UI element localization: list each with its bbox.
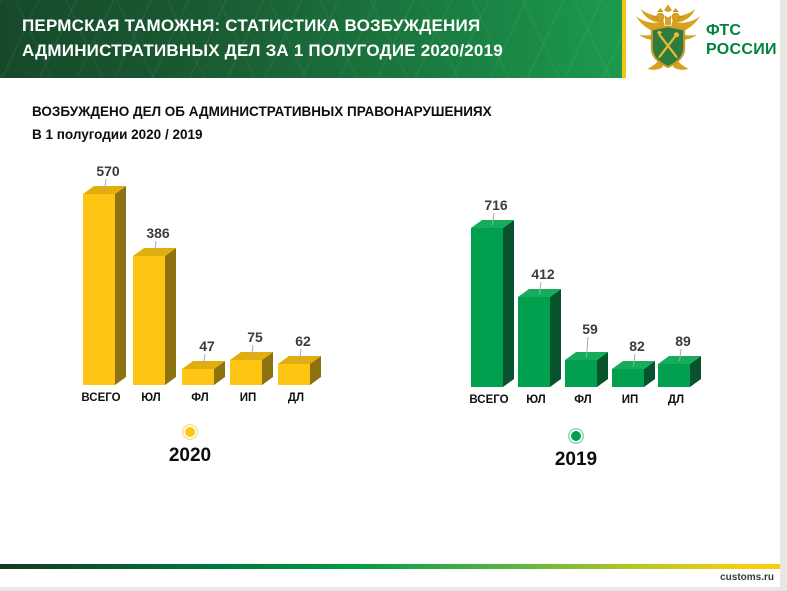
footer-gradient-bar [0, 564, 781, 569]
value-leader-line [633, 353, 636, 367]
bar-category-label: ФЛ [574, 394, 591, 406]
header-accent-stripe [622, 0, 626, 78]
bar-front-face [133, 256, 165, 385]
value-leader-line [251, 344, 254, 358]
bar-category-label: ЮЛ [526, 394, 546, 406]
bar-front-face [518, 297, 550, 387]
bar-category-label: ВСЕГО [81, 392, 120, 404]
chart-canvas: 716 ВСЕГО 412 ЮЛ 59 ФЛ 82 ИП 89 ДЛ [469, 197, 701, 406]
header-title: ПЕРМСКАЯ ТАМОЖНЯ: СТАТИСТИКА ВОЗБУЖДЕНИЯ… [22, 13, 503, 63]
chart-canvas: 570 ВСЕГО 386 ЮЛ 47 ФЛ 75 ИП 62 ДЛ [81, 163, 321, 404]
header-banner: ПЕРМСКАЯ ТАМОЖНЯ: СТАТИСТИКА ВОЗБУЖДЕНИЯ… [0, 0, 622, 78]
bar-chart-2020: 570 ВСЕГО 386 ЮЛ 47 ФЛ 75 ИП 62 ДЛ [60, 158, 360, 420]
bar-side-face [644, 361, 655, 387]
bar-side-face [597, 352, 608, 387]
bar-front-face [182, 369, 214, 385]
bar-front-face [83, 194, 115, 385]
legend-2020-dot-icon [185, 427, 195, 437]
bar-category-label: ИП [622, 394, 639, 406]
bar-side-face [503, 220, 514, 387]
bar-category-label: ФЛ [191, 392, 208, 404]
section-title: ВОЗБУЖДЕНО ДЕЛ ОБ АДМИНИСТРАТИВНЫХ ПРАВО… [32, 100, 492, 146]
bar-side-face [690, 356, 701, 387]
bar-category-label: ДЛ [668, 394, 684, 406]
bar-side-face [310, 356, 321, 385]
bar-value-label: 75 [247, 329, 263, 345]
bar-chart-2019: 716 ВСЕГО 412 ЮЛ 59 ФЛ 82 ИП 89 ДЛ [450, 190, 750, 420]
bar-front-face [658, 364, 690, 387]
fts-logo-text: ФТС РОССИИ [706, 21, 777, 59]
fts-logo-text-line1: ФТС [706, 22, 742, 39]
legend-2019-dot-icon [571, 431, 581, 441]
value-leader-line [586, 336, 589, 358]
fts-logo-text-line2: РОССИИ [706, 41, 777, 58]
slide-edge-bottom [0, 587, 787, 591]
legend-2020: 2020 [150, 424, 230, 467]
bar-front-face [565, 360, 597, 387]
bar-side-face [165, 248, 176, 385]
value-leader-line [679, 348, 682, 362]
value-leader-line [203, 353, 206, 367]
legend-2020-label: 2020 [168, 445, 212, 466]
legend-2019: 2019 [536, 428, 616, 471]
bar-value-label: 62 [295, 333, 311, 349]
fts-logo-block: ФТС РОССИИ [626, 0, 780, 78]
bar-front-face [230, 360, 262, 385]
bar-category-label: ВСЕГО [469, 394, 508, 406]
value-leader-line [154, 240, 157, 254]
slide-edge-right [780, 0, 787, 591]
bar-side-face [550, 289, 561, 387]
bar-side-face [115, 186, 126, 385]
header-title-line2: АДМИНИСТРАТИВНЫХ ДЕЛ ЗА 1 ПОЛУГОДИЕ 2020… [22, 41, 503, 60]
bar-value-label: 386 [146, 225, 170, 241]
bar-value-label: 570 [96, 163, 120, 179]
bar-front-face [612, 369, 644, 387]
value-leader-line [299, 348, 302, 362]
bar-value-label: 59 [582, 321, 598, 337]
footer-site-link[interactable]: customs.ru [720, 572, 774, 583]
value-leader-line [104, 178, 107, 192]
bar-category-label: ЮЛ [141, 392, 161, 404]
value-leader-line [492, 212, 495, 226]
section-title-line1: ВОЗБУЖДЕНО ДЕЛ ОБ АДМИНИСТРАТИВНЫХ ПРАВО… [32, 104, 492, 119]
bar-value-label: 412 [531, 266, 555, 282]
bar-value-label: 47 [199, 338, 215, 354]
bar-value-label: 82 [629, 338, 645, 354]
header-title-line1: ПЕРМСКАЯ ТАМОЖНЯ: СТАТИСТИКА ВОЗБУЖДЕНИЯ [22, 16, 481, 35]
bar-front-face [471, 228, 503, 387]
legend-2019-label: 2019 [554, 449, 598, 470]
bar-side-face [262, 352, 273, 385]
section-title-line2: В 1 полугодии 2020 / 2019 [32, 127, 203, 142]
bar-category-label: ИП [240, 392, 257, 404]
bar-category-label: ДЛ [288, 392, 304, 404]
bar-value-label: 716 [484, 197, 508, 213]
fts-eagle-emblem-icon [635, 4, 701, 70]
bar-front-face [278, 364, 310, 385]
bar-value-label: 89 [675, 333, 691, 349]
value-leader-line [539, 281, 542, 295]
